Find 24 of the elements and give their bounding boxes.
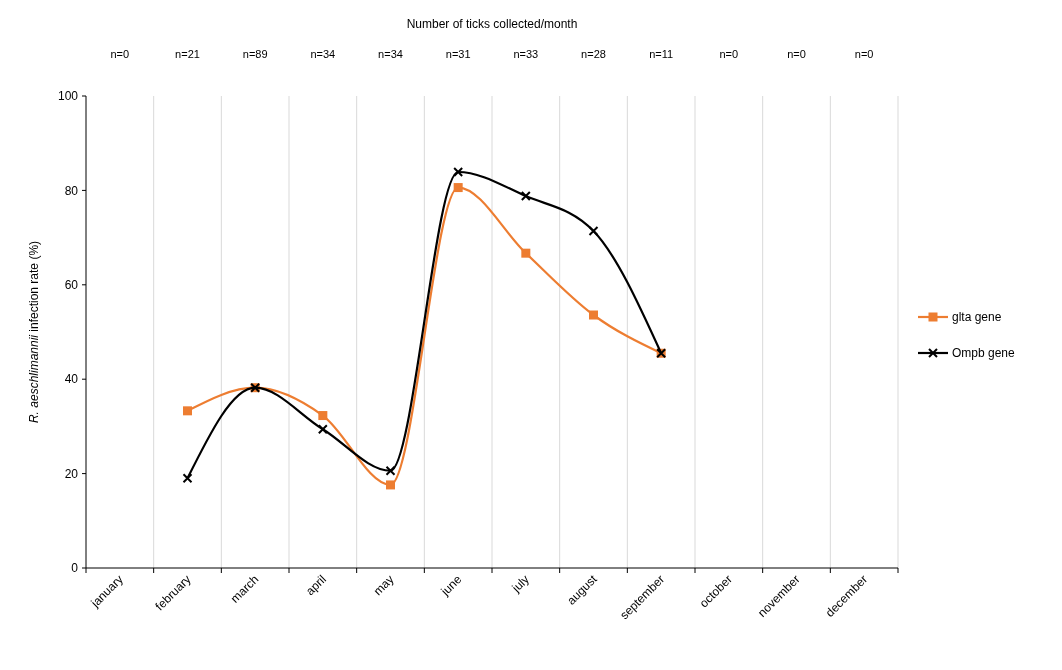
text: n=0 bbox=[854, 48, 874, 60]
text: n=21 bbox=[175, 48, 200, 60]
text: n=34 bbox=[378, 48, 403, 60]
text: n=0 bbox=[110, 48, 130, 60]
legend-label: glta gene bbox=[952, 310, 1002, 325]
x-tick-label: july bbox=[508, 572, 532, 596]
y-tick-label: 60 bbox=[64, 278, 79, 292]
legend-label: Ompb gene bbox=[952, 346, 1016, 361]
y-tick-label: 0 bbox=[71, 561, 79, 576]
text: n=0 bbox=[787, 48, 806, 60]
y-tick-label: 80 bbox=[64, 183, 79, 198]
y-tick-label: 40 bbox=[64, 372, 79, 387]
text: n=34 bbox=[310, 48, 336, 60]
text: n=11 bbox=[649, 48, 674, 60]
chart-subtitle: Number of ticks collected/month bbox=[406, 17, 578, 31]
text: n=28 bbox=[581, 48, 606, 60]
text: n=0 bbox=[719, 48, 739, 60]
text: n=31 bbox=[445, 48, 471, 60]
x-tick-label: may bbox=[370, 572, 397, 599]
y-axis-title: R. aeschlimannii infection rate (%) bbox=[27, 240, 41, 424]
text: n=89 bbox=[242, 48, 268, 60]
text: n=33 bbox=[513, 48, 539, 60]
y-tick-label: 100 bbox=[57, 89, 79, 104]
y-tick-label: 20 bbox=[64, 466, 79, 481]
